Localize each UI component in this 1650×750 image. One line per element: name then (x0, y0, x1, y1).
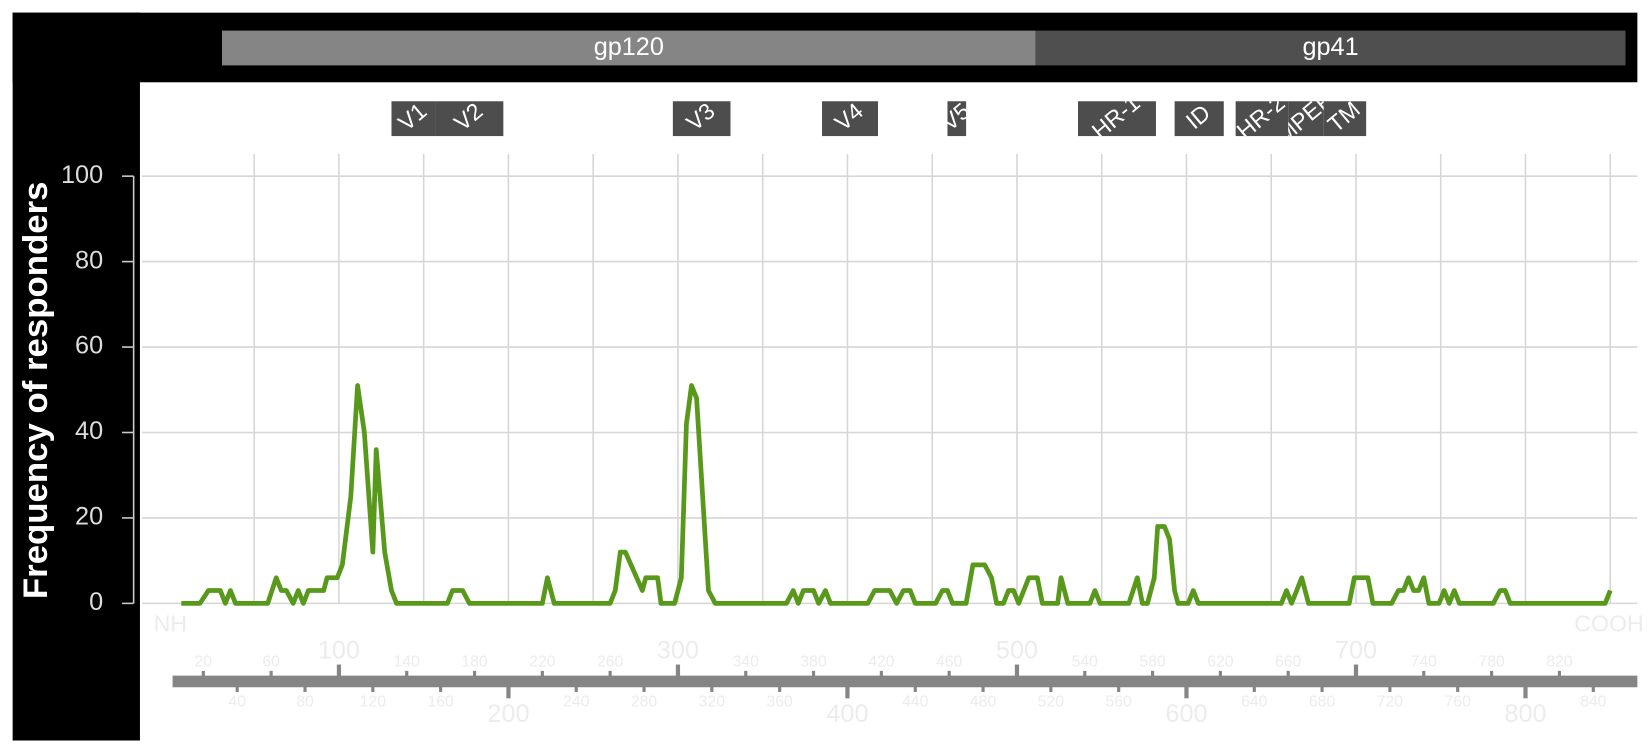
c-terminus-label: COOH (1574, 611, 1643, 637)
y-tick-label: 80 (75, 246, 103, 274)
protein-label: gp120 (594, 33, 664, 61)
x-tick-label: 100 (318, 637, 360, 665)
region-box (435, 101, 504, 137)
x-tick-label: 660 (1275, 654, 1302, 671)
x-tick-label: 80 (296, 694, 314, 711)
region-box (947, 101, 967, 137)
region-label-group: V5 (936, 98, 974, 136)
y-tick-label: 60 (75, 332, 103, 360)
x-tick-label: 380 (800, 654, 827, 671)
x-tick-label: 520 (1038, 694, 1065, 711)
x-tick-label: 420 (868, 654, 895, 671)
y-tick-label: 20 (75, 503, 103, 531)
region-label: V5 (936, 98, 974, 136)
x-tick-label: 460 (936, 654, 963, 671)
protein-bar (221, 30, 1036, 66)
region-box (1077, 101, 1156, 137)
x-tick-label: 340 (733, 654, 760, 671)
y-axis-label: Frequency of responders (17, 181, 55, 599)
data-line (181, 383, 1613, 606)
x-tick-label: 20 (195, 654, 213, 671)
region-box (1288, 101, 1324, 137)
x-tick-label: 820 (1546, 654, 1573, 671)
x-tick-label: 360 (766, 694, 793, 711)
x-tick-label: 840 (1580, 694, 1607, 711)
region-box (1174, 101, 1224, 137)
x-tick-label: 600 (1165, 700, 1207, 728)
region-box (672, 101, 731, 137)
x-tick-label: 400 (826, 700, 868, 728)
y-tick-label: 40 (75, 417, 103, 445)
x-tick-label: 260 (597, 654, 624, 671)
n-terminus-label: NH (154, 611, 187, 637)
x-tick-label: 760 (1445, 694, 1472, 711)
x-tick-label: 120 (360, 694, 387, 711)
region-box (822, 101, 878, 137)
x-tick-label: 40 (228, 694, 246, 711)
x-tick-label: 700 (1335, 637, 1377, 665)
region-box (1235, 101, 1289, 137)
region-box (391, 101, 436, 137)
x-tick-label: 160 (427, 694, 454, 711)
x-tick-label: 560 (1106, 694, 1133, 711)
x-tick-label: 640 (1241, 694, 1268, 711)
x-tick-label: 720 (1377, 694, 1404, 711)
x-tick-label: 580 (1139, 654, 1166, 671)
x-tick-label: 280 (631, 694, 658, 711)
x-tick-label: 620 (1207, 654, 1234, 671)
x-tick-label: 180 (461, 654, 488, 671)
region-box (1323, 101, 1367, 137)
x-tick-label: 800 (1504, 700, 1546, 728)
x-tick-label: 440 (902, 694, 929, 711)
y-tick-label: 0 (89, 588, 103, 616)
x-tick-label: 480 (970, 694, 997, 711)
x-tick-label: 320 (699, 694, 726, 711)
x-tick-label: 780 (1478, 654, 1505, 671)
x-tick-label: 60 (262, 654, 280, 671)
x-tick-label: 220 (529, 654, 556, 671)
x-tick-label: 300 (657, 637, 699, 665)
y-tick-label: 100 (61, 161, 103, 189)
x-tick-label: 500 (996, 637, 1038, 665)
protein-bar (1035, 30, 1626, 66)
x-tick-label: 680 (1309, 694, 1336, 711)
x-tick-label: 240 (563, 694, 590, 711)
x-tick-label: 200 (487, 700, 529, 728)
protein-label: gp41 (1302, 33, 1358, 61)
x-tick-label: 140 (394, 654, 421, 671)
left-band (12, 12, 140, 741)
x-tick-label: 540 (1072, 654, 1099, 671)
x-tick-label: 740 (1411, 654, 1438, 671)
